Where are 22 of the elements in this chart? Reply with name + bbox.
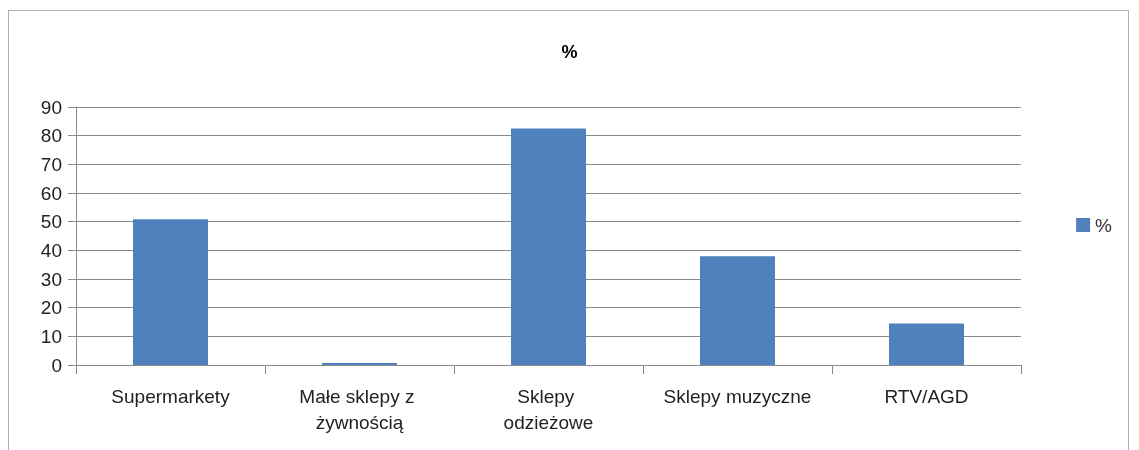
chart-title: % (561, 42, 578, 62)
bar (322, 362, 397, 365)
y-tick-label: 30 (40, 268, 62, 290)
y-tick-label: 50 (40, 211, 62, 233)
y-tick-label: 70 (40, 153, 62, 175)
bar (700, 256, 775, 365)
y-tick-label: 80 (40, 125, 62, 147)
bar (511, 128, 586, 365)
y-tick-label: 10 (40, 325, 62, 347)
legend-label: % (1095, 214, 1113, 236)
bar (133, 219, 208, 365)
y-tick-label: 90 (40, 96, 62, 118)
x-tick-label: Sklepy muzyczne (663, 385, 812, 407)
x-tick-label: Supermarkety (111, 385, 231, 407)
bar (889, 323, 964, 365)
y-tick-label: 0 (51, 354, 62, 376)
x-tick-label: Małe sklepy z żywnością (299, 385, 420, 433)
x-tick-label: RTV/AGD (884, 385, 969, 407)
y-tick-label: 60 (40, 182, 62, 204)
y-tick-label: 20 (40, 297, 62, 319)
y-tick-label: 40 (40, 239, 62, 261)
x-tick-label: Sklepy odzieżowe (503, 385, 594, 433)
